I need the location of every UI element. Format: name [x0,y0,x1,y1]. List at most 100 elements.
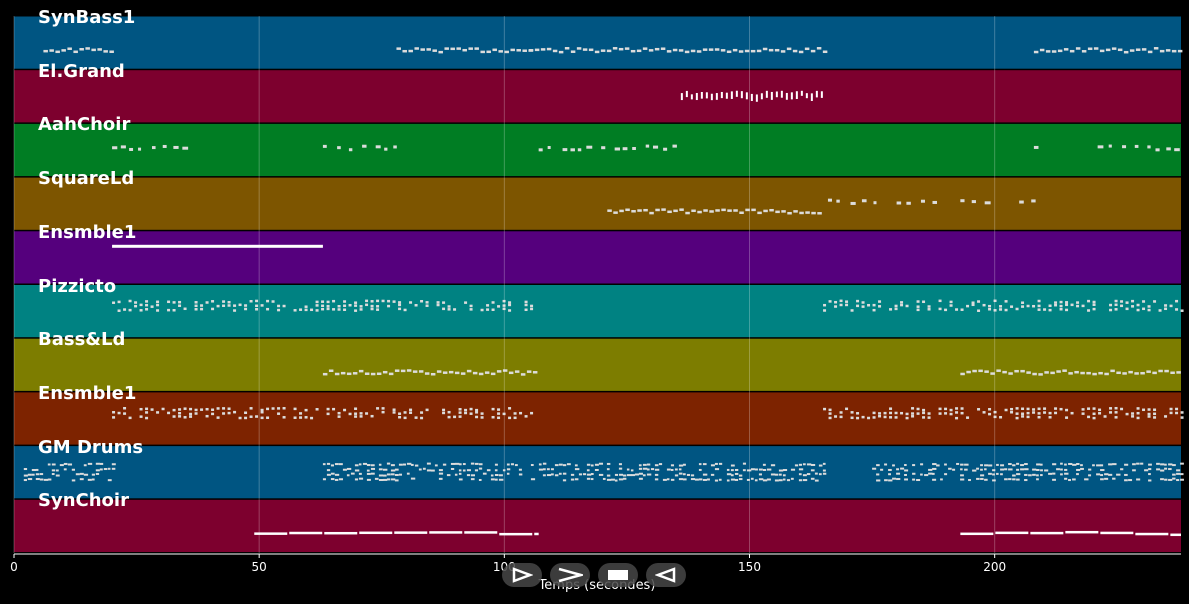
note [139,309,143,312]
note [354,407,358,410]
note [87,478,92,481]
note [782,474,786,477]
note [1158,369,1163,373]
note [277,308,281,312]
note [938,307,942,311]
note [828,300,832,303]
note [638,472,643,475]
note [1165,49,1171,52]
note [834,305,838,308]
note [227,411,231,415]
note [75,473,80,476]
note [932,478,937,481]
rewind-button[interactable] [646,563,686,587]
note [1177,49,1183,53]
note [1135,48,1141,51]
note [508,371,514,375]
note [956,462,960,465]
note [348,412,352,416]
note-bar [394,531,428,534]
note [1153,47,1159,50]
track-notes [112,244,323,248]
note [1036,478,1039,481]
note [1098,408,1102,412]
note [750,468,755,471]
note [524,300,528,304]
note [1080,467,1084,470]
note [1169,407,1173,411]
note [774,48,780,52]
note [762,463,766,466]
note [988,408,992,411]
note [315,408,319,411]
track-lane [14,16,1181,69]
note [1147,308,1151,312]
note [1054,411,1058,415]
note [139,407,143,411]
note [390,478,396,481]
note [1072,463,1077,466]
note [1152,371,1157,375]
note [1114,416,1118,419]
note [112,416,116,419]
note [1016,468,1020,471]
note [1156,462,1160,465]
note [326,469,331,472]
note [1059,304,1063,308]
note [978,369,983,373]
note-bar [1100,531,1134,535]
note [1020,369,1025,373]
note [1008,372,1013,375]
track-lane [14,392,1181,445]
note [878,412,882,415]
note [782,478,786,481]
note [1108,463,1113,466]
note [370,304,374,308]
note [988,304,992,308]
stop-button[interactable] [598,563,638,587]
note [590,478,594,481]
note [528,49,534,52]
note [714,468,720,471]
note [1160,469,1165,472]
note [23,479,27,482]
play-button[interactable] [502,563,542,587]
note [1108,144,1112,148]
note [927,305,931,308]
note [960,407,964,410]
note [23,468,28,471]
note [1004,478,1008,481]
note [1059,300,1063,304]
note [1076,473,1079,476]
rewind-icon [655,567,677,583]
note [1136,416,1140,420]
note [720,49,726,52]
note [798,463,803,466]
track-lane [14,70,1181,123]
note [794,464,799,467]
note [337,305,341,308]
note [576,47,582,50]
note [134,304,138,308]
note [1037,415,1041,419]
note [375,145,381,149]
note [366,464,371,467]
note [1064,472,1069,475]
note [1131,305,1135,308]
note [889,407,893,410]
note [650,468,655,471]
note [35,468,39,471]
note [1170,371,1175,375]
note [971,200,976,204]
note [1147,415,1151,418]
note [900,411,904,415]
fast-forward-button[interactable] [550,563,590,587]
note [1141,48,1147,51]
note [31,469,37,472]
note [469,304,473,308]
note [337,411,341,415]
note [492,48,497,52]
note [654,473,659,476]
transport-controls[interactable] [500,563,700,587]
